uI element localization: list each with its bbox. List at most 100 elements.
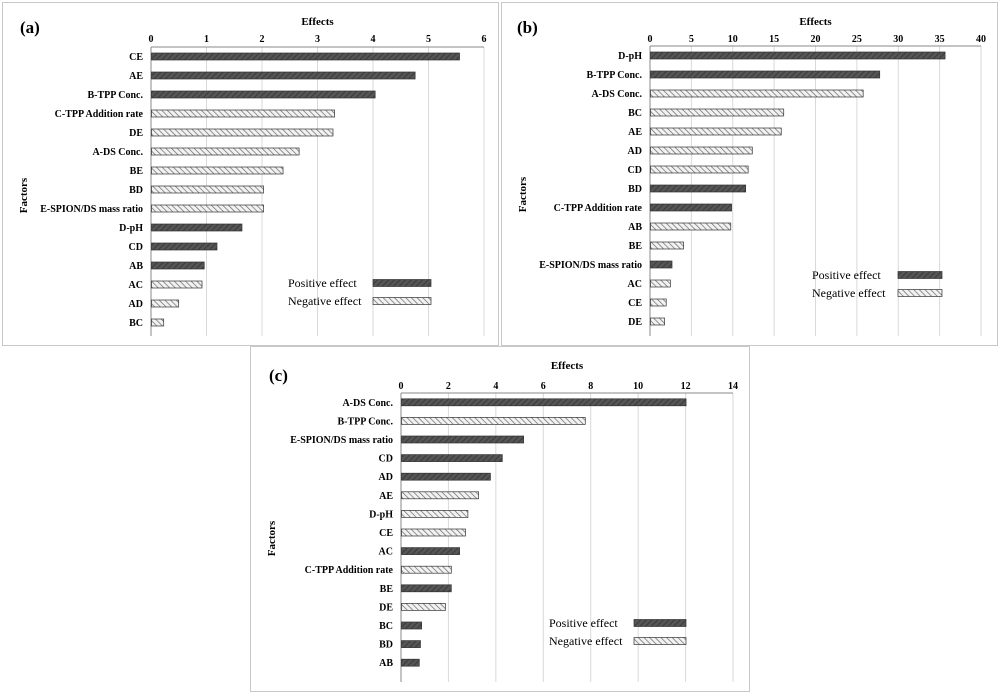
- category-label: AE: [379, 491, 393, 502]
- x-tick-label: 0: [149, 34, 154, 45]
- legend-negative-label: Negative effect: [812, 286, 886, 300]
- x-axis-label: Effects: [301, 16, 334, 28]
- bar: [401, 640, 421, 648]
- category-label: DE: [379, 602, 393, 613]
- legend-negative-label: Negative effect: [549, 634, 623, 648]
- bar: [650, 298, 667, 307]
- category-label: A-DS Conc.: [591, 89, 642, 100]
- category-label: BD: [129, 185, 143, 196]
- category-label: BC: [379, 621, 393, 632]
- chart-panel-b: (b) Effects Factors 0 5 10 15 20 25 30 35 40 D-pH B-T…: [501, 2, 998, 346]
- legend-positive-label: Positive effect: [812, 268, 881, 282]
- bar: [151, 318, 165, 327]
- bar: [401, 472, 491, 481]
- bar: [401, 565, 452, 574]
- bar: [151, 280, 203, 289]
- category-label: AC: [129, 280, 143, 291]
- category-label: AC: [628, 279, 642, 290]
- x-tick-label: 30: [893, 34, 903, 45]
- x-tick-label: 5: [426, 34, 431, 45]
- x-tick-label: 0: [648, 34, 653, 45]
- bar: [650, 279, 671, 288]
- category-label: DE: [129, 128, 143, 139]
- x-tick-label: 10: [633, 381, 643, 392]
- category-label: AB: [379, 658, 393, 669]
- chart-c-svg: (c) Effects Factors 0 2 4 6 8 10 12 14 A-DS Conc. B-…: [266, 360, 738, 682]
- bar: [151, 109, 335, 118]
- bar: [650, 70, 881, 79]
- bar: [650, 146, 753, 155]
- y-axis-label: Factors: [18, 177, 30, 213]
- category-label: C-TPP Addition rate: [554, 203, 643, 214]
- bar: [650, 127, 782, 136]
- category-label: BE: [130, 166, 144, 177]
- x-tick-label: 2: [446, 381, 451, 392]
- category-label: D-pH: [119, 223, 143, 234]
- category-label: CD: [129, 242, 143, 253]
- bar: [151, 128, 334, 137]
- legend-positive-swatch: [897, 271, 943, 279]
- category-label: DE: [628, 317, 642, 328]
- category-label: BE: [380, 584, 394, 595]
- bar: [650, 89, 864, 98]
- category-label: E-SPION/DS mass ratio: [40, 204, 143, 215]
- bar: [650, 184, 747, 193]
- bar: [401, 491, 479, 500]
- category-label: CD: [628, 165, 642, 176]
- category-label: B-TPP Conc.: [87, 90, 143, 101]
- bar: [151, 71, 416, 80]
- bar: [650, 260, 673, 269]
- x-tick-label: 1: [204, 34, 209, 45]
- chart-panel-c: (c) Effects Factors 0 2 4 6 8 10 12 14 A-DS Conc. B-…: [250, 346, 750, 692]
- bar: [401, 510, 469, 518]
- bar: [650, 241, 684, 250]
- category-label: BE: [629, 241, 643, 252]
- x-tick-label: 40: [976, 34, 986, 45]
- bar: [151, 223, 243, 232]
- chart-panel-a: (a) Effects Factors 0 1 2 3 4 5 6 CE AE B-TPP Conc. C…: [2, 2, 499, 346]
- bar: [650, 108, 785, 117]
- bar: [151, 52, 460, 61]
- bar: [650, 317, 665, 326]
- bar: [151, 147, 300, 156]
- category-label: CE: [129, 52, 143, 63]
- bar: [650, 203, 732, 212]
- x-axis-label: Effects: [799, 16, 832, 28]
- category-label: CD: [379, 454, 393, 465]
- bar: [401, 398, 687, 407]
- x-tick-label: 3: [315, 34, 320, 45]
- x-tick-label: 20: [811, 34, 821, 45]
- x-tick-label: 14: [728, 381, 738, 392]
- category-label: BC: [129, 318, 143, 329]
- legend-positive-swatch: [633, 619, 687, 627]
- category-label: A-DS Conc.: [92, 147, 143, 158]
- panel-label: (a): [20, 18, 40, 37]
- x-tick-label: 10: [728, 34, 738, 45]
- legend-negative-swatch: [372, 297, 432, 305]
- bar: [650, 222, 732, 231]
- legend-positive-swatch: [372, 279, 432, 287]
- x-tick-label: 12: [681, 381, 691, 392]
- x-tick-label: 25: [852, 34, 862, 45]
- x-axis-label: Effects: [551, 360, 584, 372]
- x-tick-label: 35: [935, 34, 945, 45]
- legend-positive-label: Positive effect: [288, 276, 357, 290]
- category-label: D-pH: [369, 509, 393, 520]
- category-label: AD: [628, 146, 642, 157]
- category-label: AC: [379, 547, 393, 558]
- x-tick-label: 8: [588, 381, 593, 392]
- bar: [151, 204, 264, 213]
- bar: [401, 528, 466, 537]
- panel-label: (b): [517, 18, 538, 37]
- x-tick-label: 5: [689, 34, 694, 45]
- category-label: D-pH: [618, 51, 642, 62]
- category-label: AE: [628, 127, 642, 138]
- category-label: AB: [129, 261, 143, 272]
- bar: [401, 621, 423, 630]
- legend-positive-label: Positive effect: [549, 616, 618, 630]
- category-label: AD: [379, 472, 393, 483]
- bar: [650, 51, 946, 60]
- x-tick-label: 4: [371, 34, 376, 45]
- y-axis-label: Factors: [517, 176, 529, 212]
- legend-negative-swatch: [897, 289, 943, 297]
